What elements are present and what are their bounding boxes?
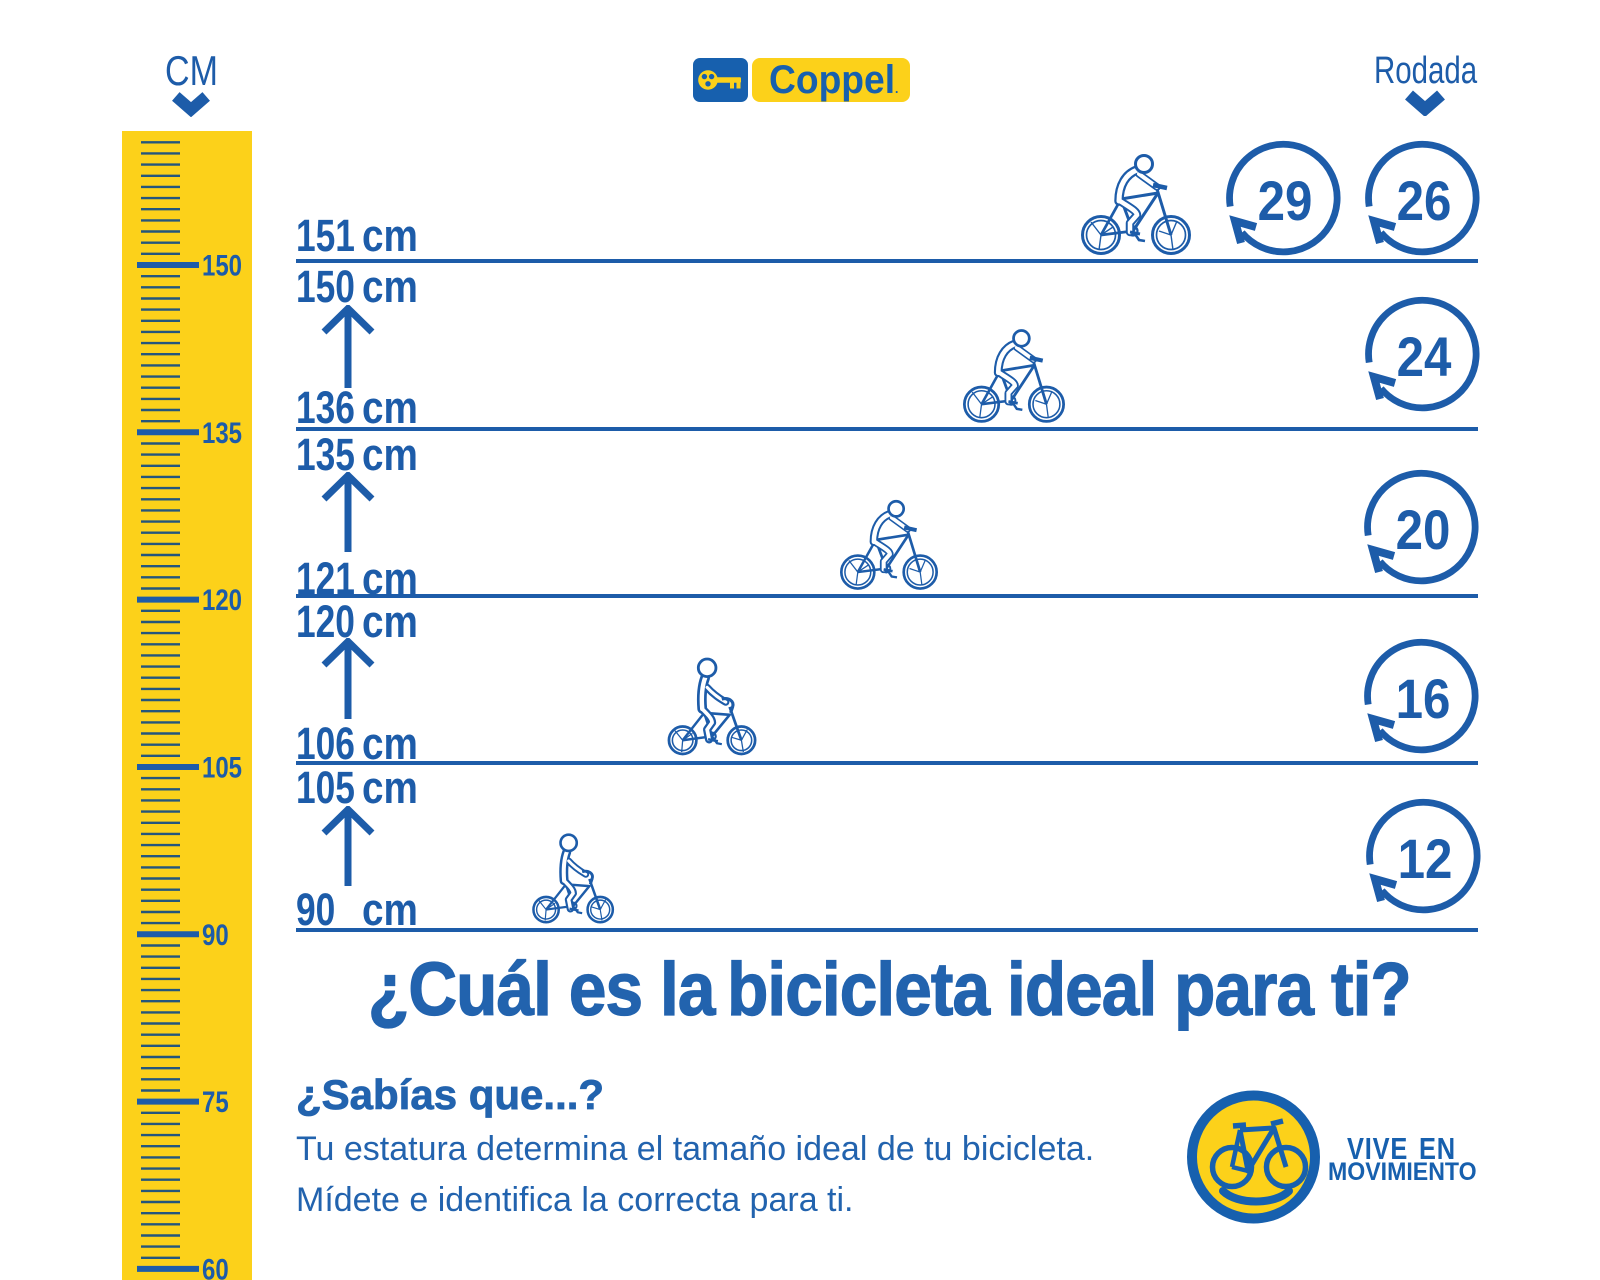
svg-text:75: 75 bbox=[202, 1084, 229, 1118]
svg-text:12: 12 bbox=[1398, 828, 1453, 891]
svg-text:105: 105 bbox=[202, 750, 242, 784]
svg-text:150: 150 bbox=[202, 248, 242, 282]
svg-text:16: 16 bbox=[1396, 668, 1451, 731]
svg-text:60: 60 bbox=[202, 1252, 229, 1280]
svg-text:24: 24 bbox=[1397, 326, 1452, 389]
svg-text:120: 120 bbox=[202, 582, 242, 616]
svg-text:20: 20 bbox=[1396, 499, 1451, 562]
svg-text:90: 90 bbox=[202, 917, 229, 951]
svg-text:29: 29 bbox=[1258, 170, 1313, 233]
svg-text:26: 26 bbox=[1397, 170, 1452, 233]
svg-text:135: 135 bbox=[202, 415, 242, 449]
